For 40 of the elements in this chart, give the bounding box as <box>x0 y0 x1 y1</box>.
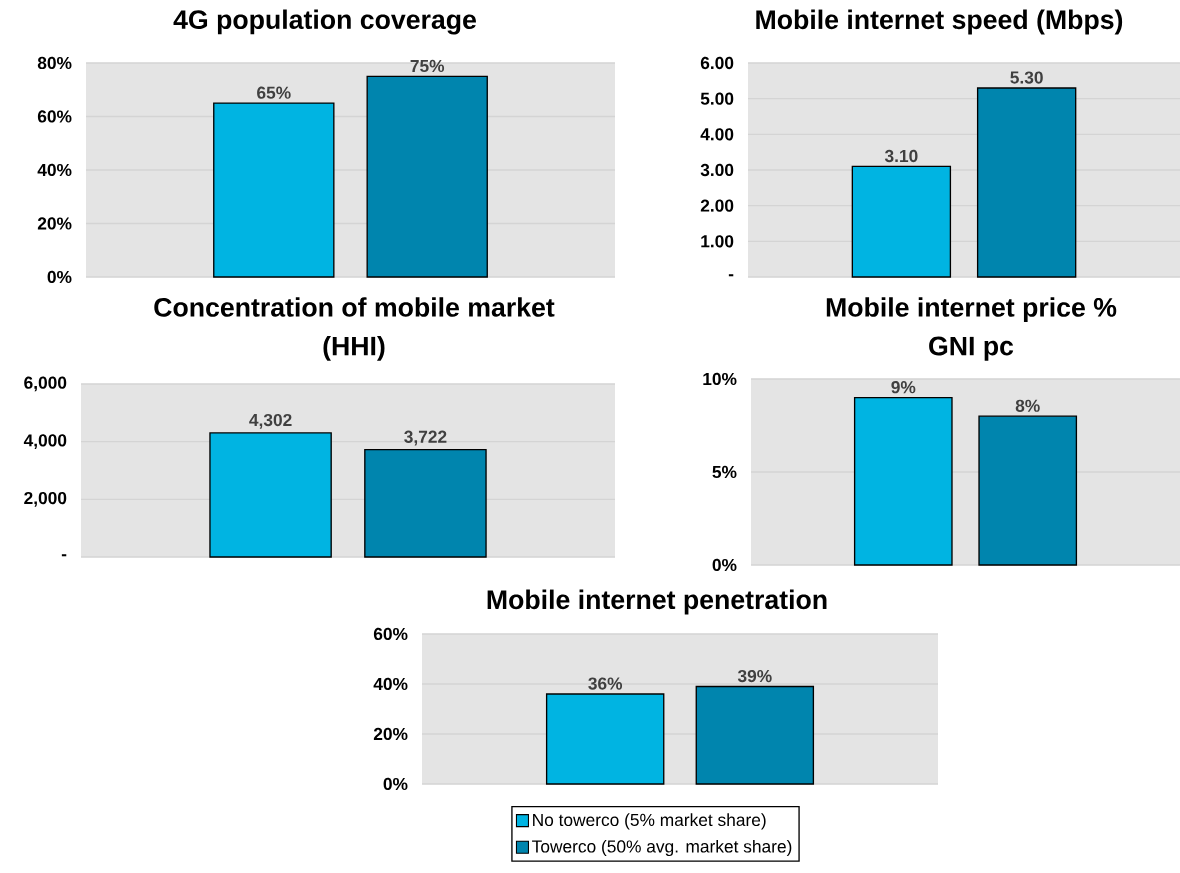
y-tick-label: 0% <box>383 777 408 791</box>
y-tick-label: 40% <box>37 163 72 177</box>
chart-title: Mobile internet speed (Mbps) <box>756 9 1123 35</box>
data-label: 9% <box>891 381 916 394</box>
y-tick-label: 2.00 <box>700 199 734 212</box>
y-tick-label: 4.00 <box>700 128 734 141</box>
y-tick-label: 60% <box>37 110 72 123</box>
y-tick-label: 40% <box>373 677 408 691</box>
y-tick-label: 20% <box>37 217 72 230</box>
y-tick-label: 80% <box>37 56 72 70</box>
legend-label: Towerco (50% avg. market share) <box>532 839 792 857</box>
data-label: 36% <box>588 677 623 690</box>
y-tick-label: 1.00 <box>701 235 734 248</box>
data-label: 5.30 <box>1010 71 1043 84</box>
chart-title: 4G population coverage <box>173 9 476 35</box>
y-tick-label: 20% <box>373 727 408 741</box>
chart-title: Mobile internet penetration <box>487 589 827 615</box>
data-label: 3.10 <box>884 149 918 163</box>
y-tick-label: - <box>61 554 67 557</box>
y-tick-label: 10% <box>703 372 737 386</box>
y-tick-label: - <box>728 274 734 277</box>
y-tick-label: 4,000 <box>23 434 67 450</box>
data-label: 39% <box>737 669 772 683</box>
data-label: 75% <box>410 59 445 73</box>
y-tick-label: 0% <box>47 270 72 284</box>
data-label: 4,302 <box>249 413 292 429</box>
y-tick-label: 60% <box>373 627 408 641</box>
chart-title: Mobile internet price % GNI pc <box>826 297 1117 361</box>
y-tick-label: 2,000 <box>24 491 67 507</box>
y-tick-label: 0% <box>712 558 737 572</box>
data-label: 65% <box>257 86 291 99</box>
chart-title: Concentration of mobile market (HHI) <box>154 297 555 361</box>
y-tick-label: 3.00 <box>700 163 734 177</box>
y-tick-label: 5% <box>712 465 737 479</box>
y-tick-label: 6.00 <box>700 56 734 70</box>
y-tick-label: 5.00 <box>700 92 734 105</box>
legend-label: No towerco (5% market share) <box>533 813 766 830</box>
y-tick-label: 6,000 <box>24 376 67 392</box>
data-label: 8% <box>1015 399 1040 412</box>
data-label: 3,722 <box>404 430 447 446</box>
